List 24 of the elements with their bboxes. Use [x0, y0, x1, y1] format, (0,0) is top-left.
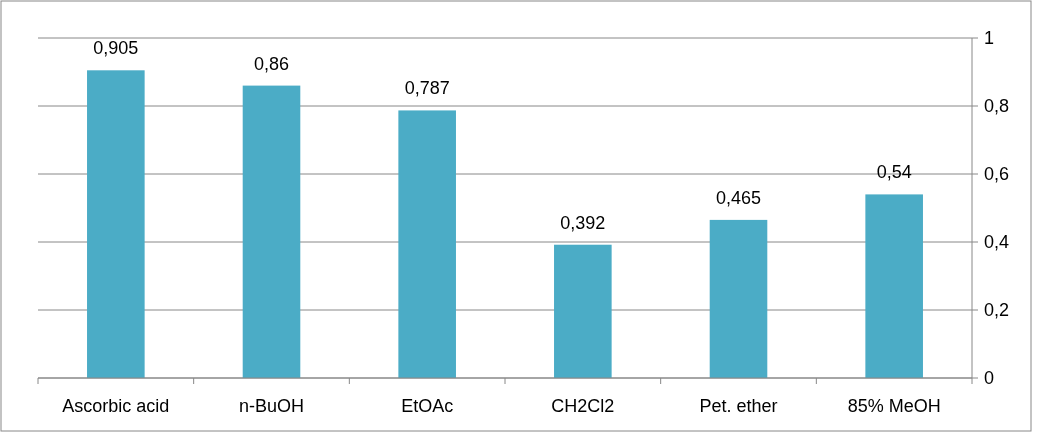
data-label: 0,465 [715, 187, 762, 208]
x-tick-label: EtOAc [401, 396, 454, 416]
y-tick-label: 0 [984, 368, 995, 389]
data-label: 0,54 [876, 162, 912, 183]
data-label: 0,392 [560, 212, 606, 233]
y-tick-label: 0,2 [984, 300, 1010, 321]
x-tick-label: Pet. ether [699, 396, 778, 416]
data-label: 0,787 [404, 78, 450, 99]
y-tick-label: 0,8 [984, 96, 1010, 117]
bar [865, 194, 923, 378]
bar [242, 85, 301, 378]
data-label: 0,86 [253, 53, 290, 74]
x-tick-label: 85% MeOH [847, 396, 941, 416]
y-tick-label: 0,4 [984, 232, 1010, 253]
bar [398, 110, 456, 378]
y-tick-label: 1 [984, 28, 995, 49]
bar [87, 70, 145, 378]
x-tick-label: Ascorbic acid [62, 396, 170, 416]
y-tick-label: 0,6 [984, 164, 1010, 185]
x-tick-label: CH2Cl2 [551, 396, 615, 416]
x-tick-label: n-BuOH [238, 396, 305, 416]
data-label: 0,905 [93, 38, 139, 59]
bar [709, 219, 768, 378]
bar [554, 244, 612, 378]
